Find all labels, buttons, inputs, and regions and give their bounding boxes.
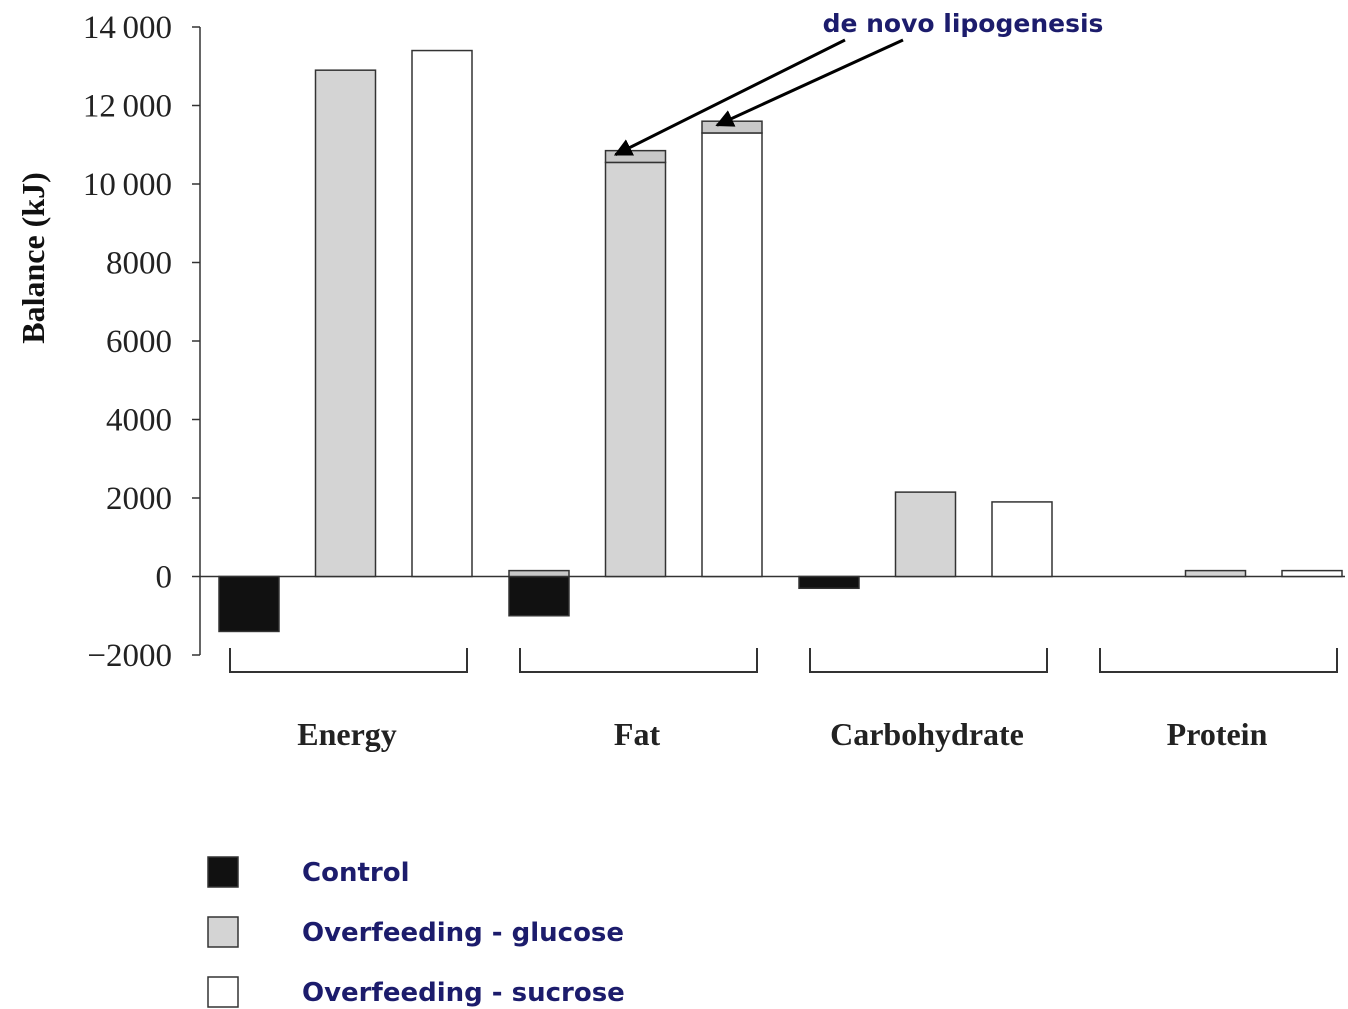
category-bracket xyxy=(809,648,1048,673)
bar xyxy=(508,575,570,617)
y-axis-label: Balance (kJ) xyxy=(15,172,51,344)
x-tick-label: Protein xyxy=(1167,716,1268,752)
legend-label: Overfeeding - glucose xyxy=(302,918,624,948)
y-tick-label: 10 000 xyxy=(83,167,172,203)
bar xyxy=(991,501,1053,578)
bar xyxy=(798,575,860,590)
de-novo-segment xyxy=(701,120,763,134)
legend-swatch xyxy=(207,856,239,888)
bar xyxy=(1281,569,1343,578)
x-tick-label: Fat xyxy=(614,716,661,752)
legend-label: Control xyxy=(302,858,409,888)
annotation-text: de novo lipogenesis xyxy=(823,9,1104,38)
y-tick-label: 0 xyxy=(156,560,173,596)
annotation-arrow xyxy=(715,38,904,127)
y-tick-label: 4000 xyxy=(106,403,172,439)
category-bracket xyxy=(519,648,758,673)
category-bracket xyxy=(229,648,468,673)
bar xyxy=(701,132,763,578)
y-tick-label: 2000 xyxy=(106,481,172,517)
de-novo-segment xyxy=(604,149,667,164)
bar xyxy=(604,161,667,578)
legend-swatch xyxy=(207,916,239,948)
y-tick-label: 12 000 xyxy=(83,89,172,125)
bar xyxy=(314,69,377,578)
y-tick-label: −2000 xyxy=(87,638,172,674)
y-tick-label: 14 000 xyxy=(83,10,172,46)
annotation-arrow xyxy=(613,38,846,156)
bar xyxy=(218,575,280,633)
legend-label: Overfeeding - sucrose xyxy=(302,978,625,1008)
bar xyxy=(411,49,473,578)
de-novo-segment xyxy=(508,569,570,578)
bar xyxy=(894,491,957,578)
x-tick-label: Carbohydrate xyxy=(830,716,1024,752)
y-tick-label: 8000 xyxy=(106,246,172,282)
category-bracket xyxy=(1099,648,1338,673)
x-tick-label: Energy xyxy=(297,716,397,752)
y-tick-label: 6000 xyxy=(106,324,172,360)
legend-swatch xyxy=(207,976,239,1008)
bar xyxy=(1184,569,1247,578)
